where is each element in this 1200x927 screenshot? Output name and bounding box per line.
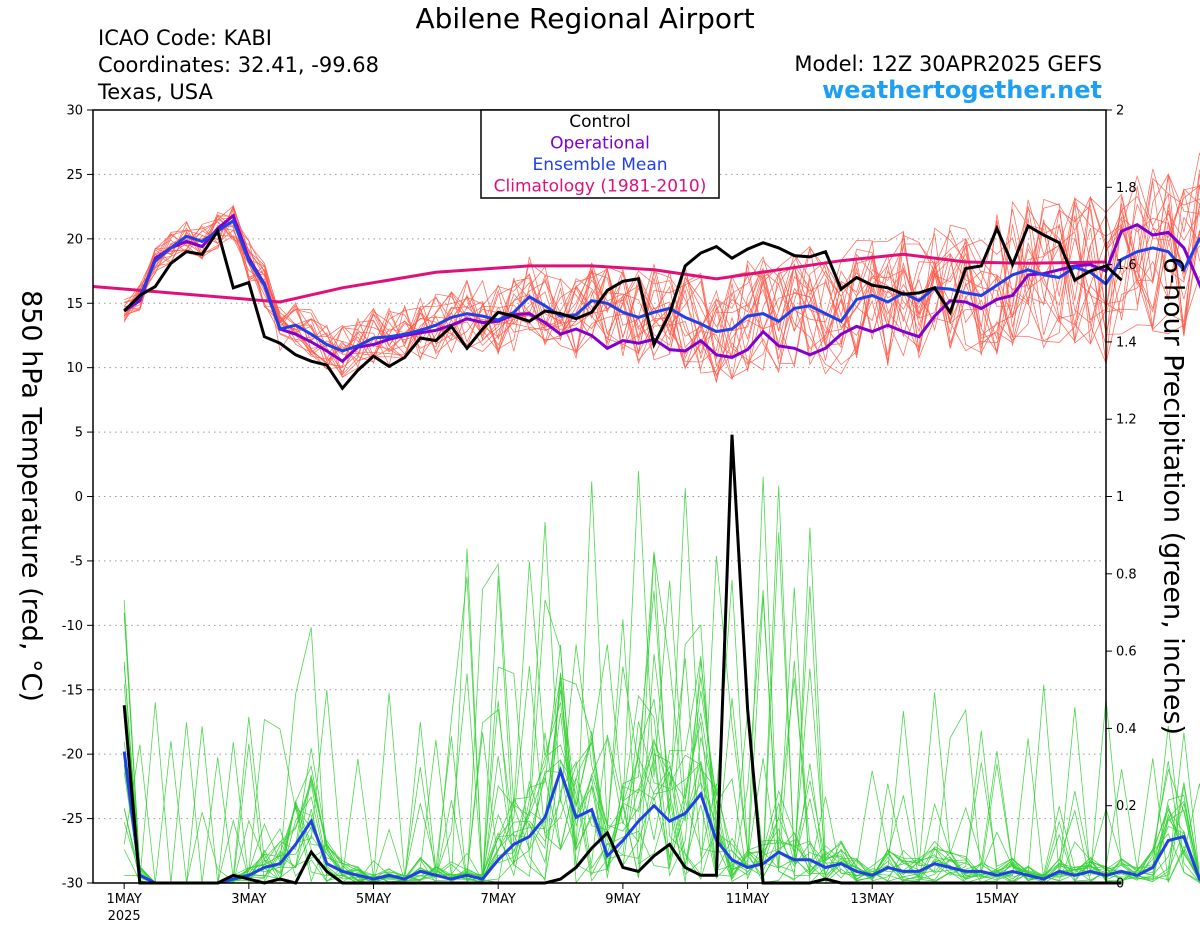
precip-member-line bbox=[123, 660, 1200, 884]
region: Texas, USA bbox=[98, 80, 213, 104]
y-tick-label: -10 bbox=[62, 619, 83, 634]
x-tick-label: 7MAY bbox=[481, 892, 516, 907]
y2-tick-label: 1 bbox=[1116, 490, 1124, 505]
y-tick-label: -5 bbox=[70, 554, 83, 569]
icao-code: ICAO Code: KABI bbox=[98, 26, 272, 50]
right-axis-title: 6-hour Precipitation (green, inches) bbox=[1158, 257, 1189, 735]
x-tick-year: 2025 bbox=[108, 909, 141, 924]
y2-tick-label: 1.2 bbox=[1116, 413, 1137, 428]
ensemble-precip-members bbox=[123, 471, 1200, 885]
y-tick-label: -20 bbox=[62, 748, 83, 763]
y2-tick-label: 1.4 bbox=[1116, 335, 1137, 350]
y-tick-label: -15 bbox=[62, 683, 83, 698]
x-tick-label: 11MAY bbox=[726, 892, 770, 907]
temp-member-line bbox=[123, 175, 1200, 370]
x-tick-label: 13MAY bbox=[850, 892, 894, 907]
temp-member-line bbox=[124, 203, 1200, 382]
legend-entry: Climatology (1981-2010) bbox=[494, 177, 707, 197]
temp-member-line bbox=[124, 203, 1200, 376]
y-tick-label: -30 bbox=[62, 877, 83, 892]
left-axis-ticks: 30 25 20 15 10 5 0 -5 -10 -15 -20 -25 -30 bbox=[62, 104, 93, 892]
series-lines bbox=[92, 213, 1200, 885]
temp-member-line bbox=[123, 173, 1200, 371]
legend-box bbox=[480, 109, 720, 199]
temp-member-line bbox=[124, 168, 1200, 380]
temp-operational-line bbox=[123, 213, 1200, 364]
temp-control-line bbox=[123, 223, 1123, 391]
temp-member-line bbox=[123, 185, 1200, 376]
x-tick-label: 5MAY bbox=[356, 892, 391, 907]
y2-tick-label: 0.4 bbox=[1116, 722, 1137, 737]
y2-tick-label: 0.2 bbox=[1116, 799, 1137, 814]
y-tick-label: 20 bbox=[66, 232, 83, 247]
x-tick-label: 9MAY bbox=[605, 892, 640, 907]
x-axis-ticks: 1MAY 2025 3MAY 5MAY 7MAY 9MAY 11MAY 13MAY 15MAY bbox=[107, 883, 1019, 924]
right-axis-ticks: 2 1.8 1.6 1.4 1.2 1 0.8 0.6 0.4 0.2 0 bbox=[1106, 104, 1137, 892]
y-tick-label: 25 bbox=[66, 168, 83, 183]
y2-tick-label: 2 bbox=[1116, 104, 1124, 119]
y2-tick-label: 0.6 bbox=[1116, 645, 1137, 660]
legend-entry: Operational bbox=[550, 134, 650, 154]
precip-mean-line bbox=[122, 751, 1200, 885]
y-tick-label: 10 bbox=[66, 361, 83, 376]
precip-member-line bbox=[123, 471, 1200, 885]
grid-lines bbox=[93, 173, 1106, 820]
y2-tick-label: 1.6 bbox=[1116, 258, 1137, 273]
x-tick-label: 3MAY bbox=[231, 892, 266, 907]
precip-member-line bbox=[123, 659, 1200, 884]
y-tick-label: 30 bbox=[66, 104, 83, 119]
left-axis-title: 850 hPa Temperature (red, °C) bbox=[16, 290, 47, 702]
climatology-line bbox=[92, 252, 1107, 304]
y2-tick-label: 1.8 bbox=[1116, 181, 1137, 196]
website-link[interactable]: weathertogether.net bbox=[822, 76, 1102, 104]
legend-entry: Ensemble Mean bbox=[532, 155, 667, 175]
precip-member-line bbox=[123, 476, 1200, 884]
y-tick-label: 0 bbox=[75, 490, 83, 505]
precip-member-line bbox=[124, 481, 1200, 884]
precip-member-line bbox=[123, 485, 1200, 884]
y-tick-label: 5 bbox=[75, 426, 83, 441]
x-tick-label: 1MAY bbox=[107, 892, 142, 907]
y2-tick-label: 0.8 bbox=[1116, 567, 1137, 582]
chart-title: Abilene Regional Airport bbox=[415, 2, 755, 35]
legend-entry: Control bbox=[569, 112, 630, 132]
temp-mean-line bbox=[123, 218, 1200, 353]
y2-tick-label: 0 bbox=[1116, 877, 1124, 892]
y-tick-label: 15 bbox=[66, 297, 83, 312]
y-tick-label: -25 bbox=[62, 812, 83, 827]
x-tick-label: 15MAY bbox=[975, 892, 1019, 907]
model-run: Model: 12Z 30APR2025 GEFS bbox=[794, 52, 1102, 76]
coordinates: Coordinates: 32.41, -99.68 bbox=[98, 53, 379, 77]
ensemble-temp-members bbox=[123, 152, 1200, 384]
precip-control-line bbox=[122, 434, 1122, 885]
